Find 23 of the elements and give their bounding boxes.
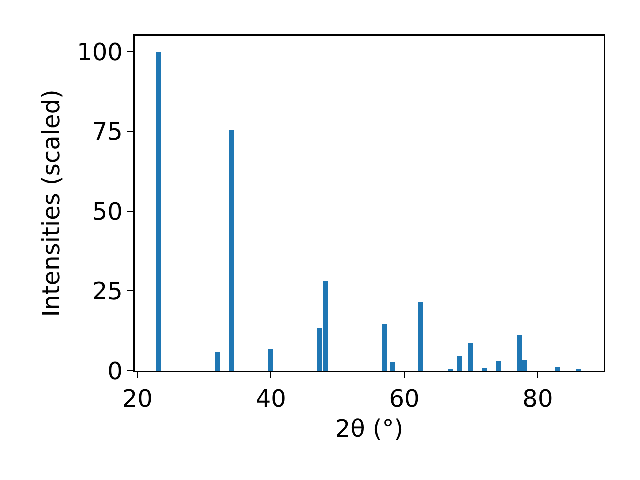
x-tick-label: 60 (389, 385, 420, 414)
bar (229, 130, 234, 371)
x-tick-label: 80 (522, 385, 554, 414)
x-tick-label: 40 (256, 385, 286, 414)
x-tick-label: 20 (122, 385, 153, 414)
bar (382, 324, 388, 371)
bar (555, 366, 560, 371)
bar (156, 52, 162, 371)
bar (390, 362, 396, 371)
bar (496, 361, 502, 371)
bar (215, 352, 220, 371)
y-tick-label: 25 (92, 278, 123, 306)
bar (482, 368, 488, 371)
bar (268, 348, 273, 371)
bar (468, 342, 474, 371)
y-tick-label: 0 (108, 357, 123, 386)
y-tick-label: 100 (77, 38, 123, 66)
y-tick-label: 75 (92, 118, 123, 146)
y-axis-title: Intensities (scaled) (37, 90, 66, 318)
x-axis-title: 2θ (°) (335, 415, 404, 444)
bar (418, 302, 424, 371)
y-tick-label: 50 (92, 198, 123, 226)
bar (457, 356, 462, 371)
